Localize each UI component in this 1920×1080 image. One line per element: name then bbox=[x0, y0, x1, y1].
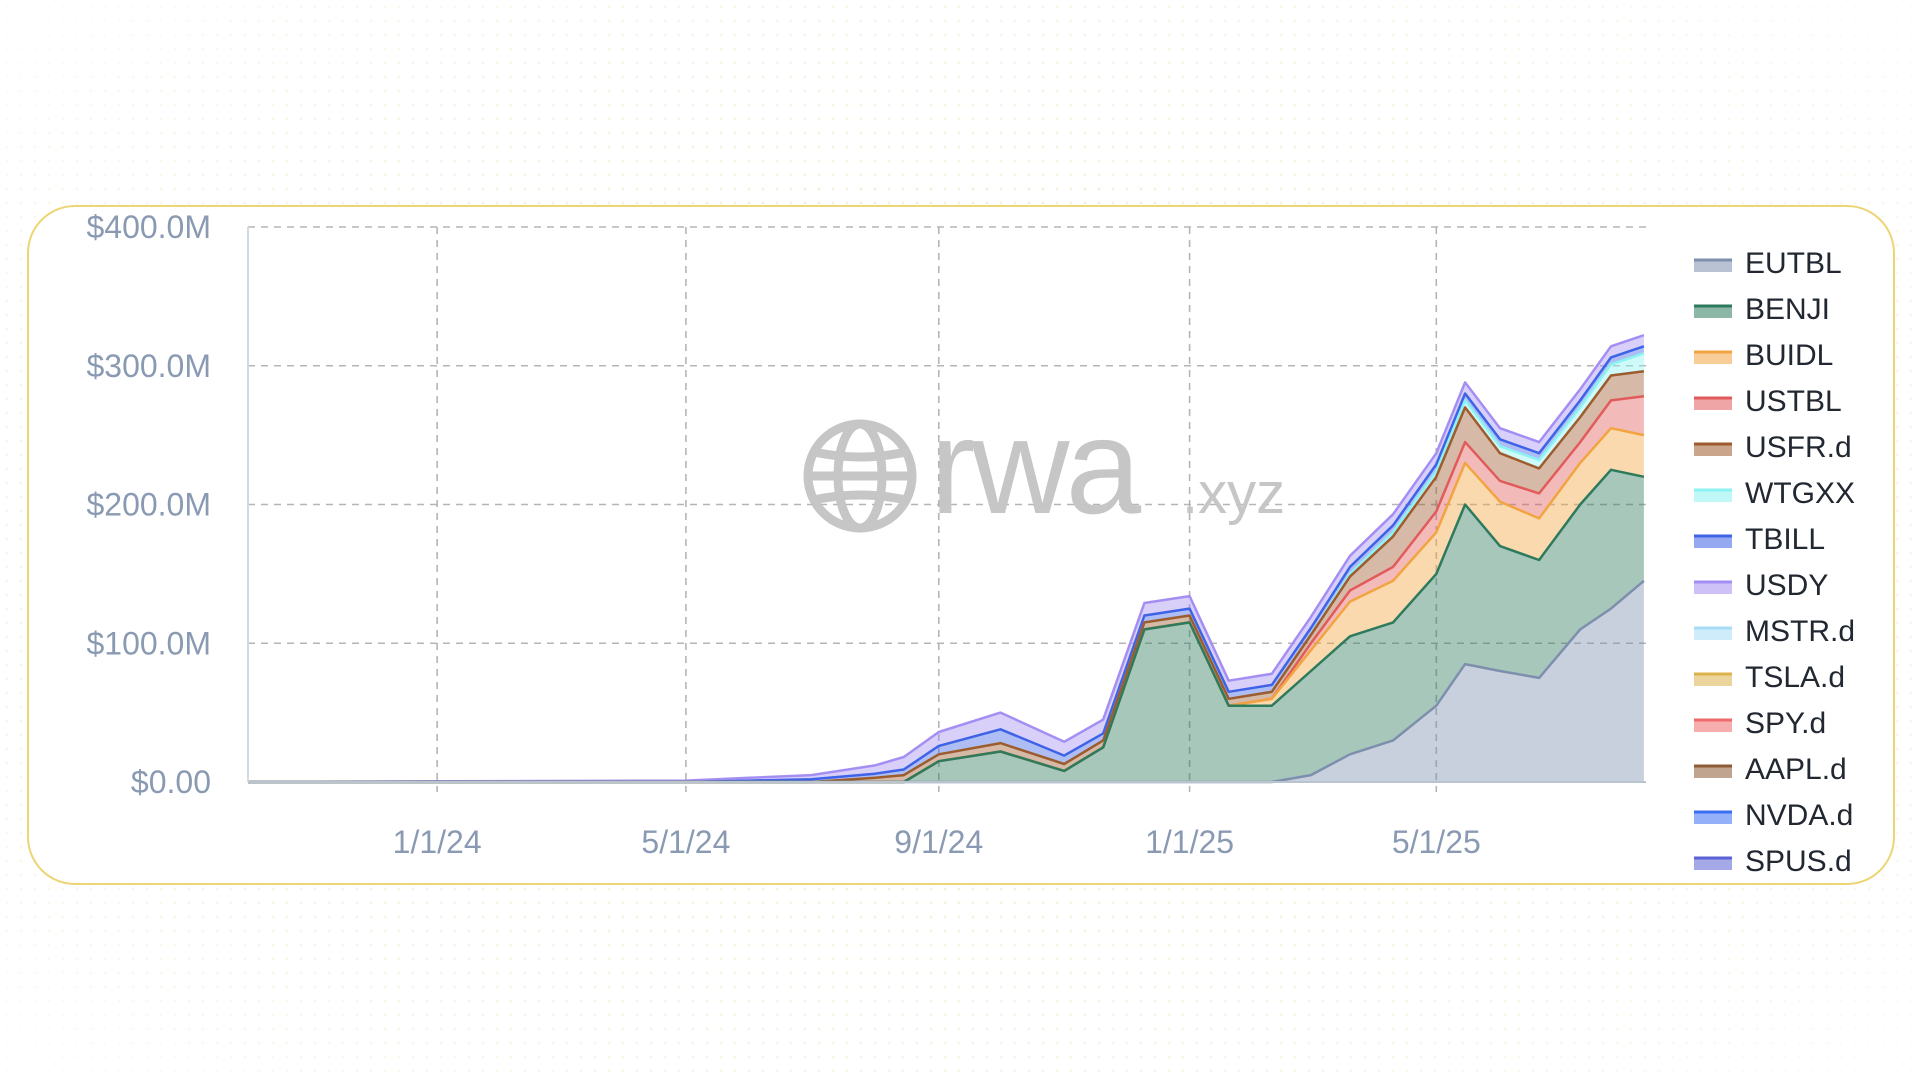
legend-swatch bbox=[1694, 720, 1732, 732]
legend-label: USFR.d bbox=[1745, 431, 1852, 464]
legend-item-nvda-d[interactable]: NVDA.d bbox=[1694, 799, 1853, 832]
legend-item-spus-d[interactable]: SPUS.d bbox=[1694, 845, 1852, 878]
axes bbox=[247, 227, 1646, 783]
legend-label: EUTBL bbox=[1745, 247, 1842, 280]
line-usdy bbox=[247, 334, 1645, 784]
legend-item-benji[interactable]: BENJI bbox=[1694, 293, 1830, 326]
legend-item-usfr-d[interactable]: USFR.d bbox=[1694, 431, 1852, 464]
legend-label: USTBL bbox=[1745, 385, 1842, 418]
chart-card bbox=[27, 205, 1895, 885]
y-tick-label: $100.0M bbox=[86, 625, 211, 661]
watermark: rwa .xyz bbox=[803, 390, 1285, 542]
legend-swatch bbox=[1694, 674, 1732, 686]
area-eutbl bbox=[248, 580, 1644, 782]
legend-item-aapl-d[interactable]: AAPL.d bbox=[1694, 753, 1847, 786]
legend-item-mstr-d[interactable]: MSTR.d bbox=[1694, 615, 1855, 648]
legend-label: SPY.d bbox=[1745, 707, 1826, 740]
legend-item-tsla-d[interactable]: TSLA.d bbox=[1694, 661, 1845, 694]
y-tick-label: $300.0M bbox=[86, 348, 211, 384]
legend-label: SPUS.d bbox=[1745, 845, 1852, 878]
legend-swatch bbox=[1694, 352, 1732, 364]
x-tick-label: 5/1/25 bbox=[1392, 824, 1481, 860]
x-axis-tick-labels: 1/1/24 5/1/24 9/1/24 1/1/25 5/1/25 bbox=[393, 824, 1481, 860]
x-tick-label: 5/1/24 bbox=[641, 824, 730, 860]
legend-label: BUIDL bbox=[1745, 339, 1833, 372]
y-axis-tick-labels: $0.00 $100.0M $200.0M $300.0M $400.0M bbox=[86, 209, 211, 800]
watermark-suffix: .xyz bbox=[1182, 461, 1285, 526]
area-usfr-d bbox=[248, 371, 1644, 782]
legend-item-buidl[interactable]: BUIDL bbox=[1694, 339, 1833, 372]
legend-item-ustbl[interactable]: USTBL bbox=[1694, 385, 1842, 418]
legend-item-eutbl[interactable]: EUTBL bbox=[1694, 247, 1842, 280]
legend-swatch bbox=[1694, 766, 1732, 778]
area-ustbl bbox=[248, 396, 1644, 782]
watermark-text: rwa bbox=[930, 390, 1142, 542]
x-tick-label: 1/1/24 bbox=[393, 824, 482, 860]
y-tick-label: $0.00 bbox=[131, 764, 211, 800]
area-buidl bbox=[248, 428, 1644, 782]
legend-item-tbill[interactable]: TBILL bbox=[1694, 523, 1825, 556]
legend-label: TSLA.d bbox=[1745, 661, 1845, 694]
legend-label: AAPL.d bbox=[1745, 753, 1847, 786]
legend-item-spy-d[interactable]: SPY.d bbox=[1694, 707, 1826, 740]
legend-item-wtgxx[interactable]: WTGXX bbox=[1694, 477, 1855, 510]
legend-label: WTGXX bbox=[1745, 477, 1855, 510]
legend-swatch bbox=[1694, 398, 1732, 410]
legend-swatch bbox=[1694, 812, 1732, 824]
legend: EUTBL BENJI BUIDL USTBL USFR.d WTGXX TBILL USDY… bbox=[1694, 247, 1855, 878]
x-tick-label: 9/1/24 bbox=[894, 824, 983, 860]
legend-swatch bbox=[1694, 536, 1732, 548]
legend-swatch bbox=[1694, 582, 1732, 594]
legend-label: MSTR.d bbox=[1745, 615, 1855, 648]
legend-label: NVDA.d bbox=[1745, 799, 1853, 832]
x-tick-label: 1/1/25 bbox=[1145, 824, 1234, 860]
legend-swatch bbox=[1694, 628, 1732, 640]
legend-item-usdy[interactable]: USDY bbox=[1694, 569, 1828, 602]
grid-lines bbox=[248, 226, 1646, 792]
legend-label: TBILL bbox=[1745, 523, 1825, 556]
legend-swatch bbox=[1694, 306, 1732, 318]
legend-swatch bbox=[1694, 858, 1732, 870]
legend-label: USDY bbox=[1745, 569, 1828, 602]
line-tbill bbox=[248, 345, 1645, 784]
y-tick-label: $400.0M bbox=[86, 209, 211, 245]
legend-swatch bbox=[1694, 490, 1732, 502]
area-benji bbox=[248, 469, 1644, 782]
globe-icon bbox=[803, 419, 917, 533]
legend-swatch bbox=[1694, 444, 1732, 456]
y-tick-label: $200.0M bbox=[86, 487, 211, 523]
legend-swatch bbox=[1694, 260, 1732, 272]
legend-label: BENJI bbox=[1745, 293, 1830, 326]
